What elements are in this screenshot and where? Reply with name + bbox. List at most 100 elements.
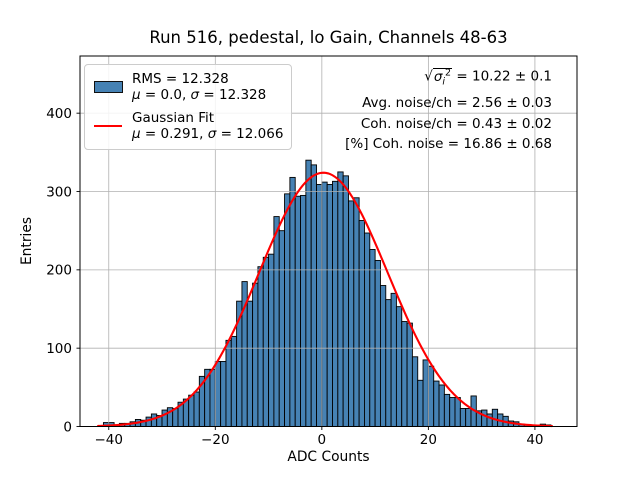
histogram-bar (268, 253, 275, 427)
x-axis-label: ADC Counts (287, 449, 370, 465)
stat-avg-noise: Avg. noise/ch = 2.56 ± 0.03 (362, 95, 552, 112)
legend: RMS = 12.328 μ = 0.0, σ = 12.328 Gaussia… (84, 64, 292, 150)
histogram-bar (438, 384, 445, 427)
legend-hist-mu-sigma-line: μ = 0.0, σ = 12.328 (132, 87, 266, 103)
histogram-bar (246, 300, 254, 427)
stat-total-noise: √σi2 = 10.22 ± 0.1 (0, 62, 552, 93)
histogram-bar (433, 380, 440, 427)
x-tick-label: −20 (201, 432, 230, 448)
histogram-bar (284, 193, 291, 427)
histogram-bar (262, 256, 270, 427)
x-tick-label: 0 (318, 432, 327, 448)
histogram-bar (406, 322, 413, 427)
histogram-bar (305, 159, 312, 427)
histogram-bar (310, 164, 317, 427)
histogram-bar (390, 292, 397, 427)
histogram-bars (102, 159, 552, 427)
radical-sign: √ (424, 68, 433, 85)
histogram-bar (358, 220, 365, 427)
sigma-value: = 12.328 (199, 87, 267, 103)
histogram-bar (348, 200, 355, 427)
legend-rms-line: RMS = 12.328 (132, 71, 229, 87)
legend-fit-text: Gaussian Fit μ = 0.291, σ = 12.066 (132, 110, 283, 142)
histogram-bar (369, 249, 376, 427)
histogram-bar (332, 180, 339, 427)
histogram-bar (193, 391, 200, 427)
sigma-i-squared: σi2 (432, 67, 453, 88)
histogram-bar (401, 321, 408, 427)
y-tick-label: 100 (46, 341, 72, 357)
histogram-bar (422, 359, 429, 427)
histogram-bar (252, 282, 259, 427)
mu-value: = 0.0, (140, 87, 191, 103)
legend-fit-mu-sigma-line: μ = 0.291, σ = 12.066 (132, 126, 283, 142)
legend-swatch-column (94, 81, 132, 93)
histogram-bar (337, 171, 344, 427)
histogram-bar (449, 397, 456, 427)
legend-entry-fit: Gaussian Fit μ = 0.291, σ = 12.066 (94, 110, 283, 142)
histogram-bar (145, 416, 152, 427)
histogram-bar (364, 232, 371, 427)
histogram-bar (326, 184, 333, 427)
histogram-bar (454, 397, 461, 427)
fit-line-swatch-icon (94, 125, 122, 127)
histogram-bar (188, 394, 195, 427)
histogram-bar (278, 230, 286, 427)
histogram-bar (172, 408, 179, 427)
histogram-bar (411, 356, 419, 427)
histogram-bar (353, 197, 360, 427)
y-tick-label: 400 (46, 106, 72, 122)
histogram-bar (481, 409, 488, 427)
superscript-2: 2 (445, 67, 452, 78)
sigma-symbol: σ (207, 126, 217, 142)
histogram-swatch-icon (94, 81, 123, 93)
histogram-bar (379, 285, 387, 427)
legend-fit-label: Gaussian Fit (132, 110, 215, 126)
histogram-bar (374, 259, 381, 427)
sigma-symbol: σ (433, 68, 443, 85)
y-axis-label: Entries (19, 216, 35, 266)
sigma-value: = 12.066 (216, 126, 284, 142)
legend-histogram-text: RMS = 12.328 μ = 0.0, σ = 12.328 (132, 71, 266, 103)
histogram-bar (427, 365, 435, 427)
histogram-bar (316, 184, 323, 427)
mu-symbol: μ (132, 87, 141, 103)
histogram-bar (230, 335, 238, 427)
histogram-bar (443, 393, 451, 427)
x-tick-label: −40 (95, 432, 124, 448)
stat-pct-coh-noise: [%] Coh. noise = 16.86 ± 0.68 (345, 136, 552, 153)
histogram-bar (214, 361, 222, 427)
histogram-bar (273, 216, 280, 427)
mu-value: = 0.291, (140, 126, 208, 142)
y-tick-label: 200 (46, 263, 72, 279)
y-tick-label: 300 (46, 184, 72, 200)
histogram-bar (225, 339, 232, 427)
y-tick-label: 0 (63, 419, 72, 435)
subscript-i: i (442, 76, 446, 88)
histogram-bar (209, 368, 216, 427)
x-tick-label: 40 (526, 432, 543, 448)
stat-total-noise-value: = 10.22 ± 0.1 (452, 68, 552, 85)
histogram-bar (459, 408, 467, 427)
chart-title: Run 516, pedestal, lo Gain, Channels 48-… (149, 28, 508, 47)
legend-entry-histogram: RMS = 12.328 μ = 0.0, σ = 12.328 (94, 71, 283, 103)
histogram-bar (395, 306, 403, 427)
legend-swatch-column (94, 125, 132, 127)
histogram-bar (417, 379, 424, 427)
histogram-bar (220, 361, 227, 427)
gaussian-fit-line (97, 171, 554, 428)
histogram-bar (300, 194, 307, 427)
histogram-bar (385, 299, 392, 427)
axes-frame (79, 55, 578, 427)
stat-coh-noise: Coh. noise/ch = 0.43 ± 0.02 (360, 115, 552, 132)
histogram-bar (465, 408, 472, 427)
histogram-bar (257, 266, 264, 427)
x-tick-label: 20 (420, 432, 437, 448)
histogram-bar (294, 195, 301, 427)
histogram-bar (321, 181, 328, 427)
histogram-bar (289, 176, 296, 427)
stats-annotations: √σi2 = 10.22 ± 0.1 Avg. noise/ch = 2.56 … (0, 62, 552, 155)
mu-symbol: μ (132, 126, 141, 142)
